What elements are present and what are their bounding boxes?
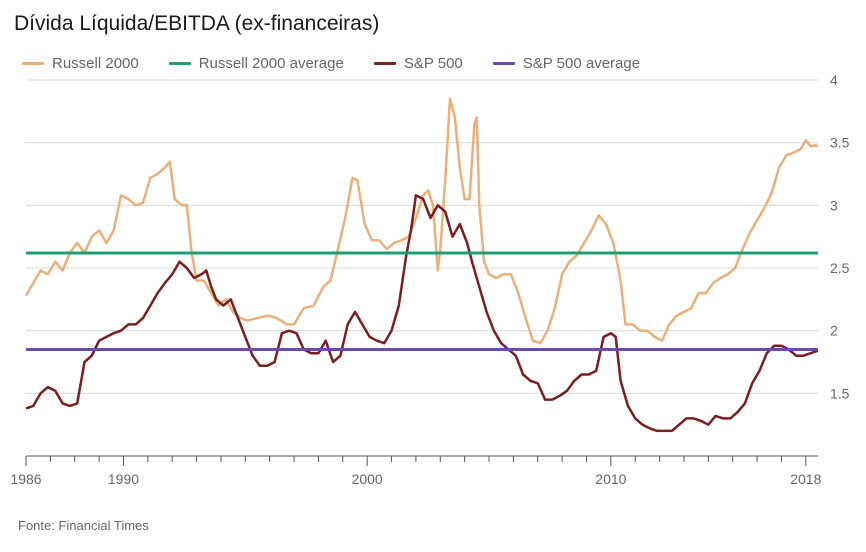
y-axis-labels: 1.5 2 2.5 3 3.5 4 bbox=[830, 72, 850, 401]
y-tick-label: 3 bbox=[830, 197, 838, 213]
legend-swatch-russell-2000-average bbox=[168, 61, 191, 65]
series-line-sp-500 bbox=[25, 194, 819, 433]
x-axis: 1986 1990 2000 2010 2018 bbox=[10, 455, 822, 487]
legend-swatch-sp-500 bbox=[373, 61, 396, 65]
legend-item-sp-500: S&P 500 bbox=[373, 54, 463, 72]
legend-label-russell-2000: Russell 2000 bbox=[52, 54, 139, 72]
x-tick-label: 1986 bbox=[10, 471, 41, 487]
x-tick-label: 2018 bbox=[790, 471, 821, 487]
chart-title: Dívida Líquida/EBITDA (ex-financeiras) bbox=[14, 12, 380, 35]
y-tick-label: 3.5 bbox=[830, 135, 850, 151]
legend-swatch-sp-500-average bbox=[492, 61, 515, 65]
x-tick-label: 1990 bbox=[108, 471, 139, 487]
legend-label-russell-2000-average: Russell 2000 average bbox=[198, 54, 344, 72]
y-tick-label: 1.5 bbox=[830, 385, 850, 401]
chart-legend: Russell 2000 Russell 2000 average S&P 50… bbox=[22, 53, 670, 73]
chart-series bbox=[24, 97, 819, 433]
grid-lines bbox=[26, 79, 818, 394]
x-tick-label: 2000 bbox=[352, 471, 383, 487]
legend-swatch-russell-2000 bbox=[22, 61, 44, 65]
legend-item-russell-2000-average: Russell 2000 average bbox=[168, 54, 344, 72]
source-note: Fonte: Financial Times bbox=[18, 518, 149, 533]
y-tick-label: 2.5 bbox=[830, 260, 850, 276]
legend-label-sp-500-average: S&P 500 average bbox=[522, 54, 641, 72]
y-tick-label: 4 bbox=[830, 72, 838, 88]
legend-item-russell-2000: Russell 2000 bbox=[22, 55, 139, 72]
x-tick-label: 2010 bbox=[595, 471, 626, 487]
legend-item-sp-500-average: S&P 500 average bbox=[492, 54, 641, 72]
y-tick-label: 2 bbox=[830, 323, 838, 339]
series-line-russell-2000 bbox=[24, 97, 819, 345]
legend-label-sp-500: S&P 500 bbox=[403, 54, 463, 72]
